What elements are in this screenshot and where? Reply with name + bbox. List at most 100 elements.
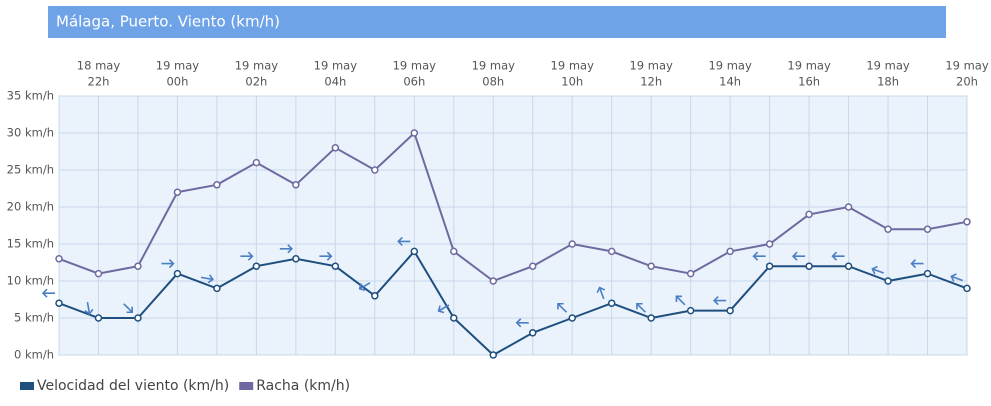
data-point <box>765 262 774 270</box>
wind-arrow <box>557 302 568 313</box>
x-tick-label: 08h <box>482 75 504 89</box>
x-tick-label: 19 may <box>787 59 831 73</box>
data-point <box>410 129 419 137</box>
data-point <box>94 314 103 322</box>
wind-arrow-shape <box>200 274 214 284</box>
x-tick-label: 22h <box>88 75 110 89</box>
wind-arrow <box>752 251 766 261</box>
wind-arrow <box>319 251 333 261</box>
x-tick-label: 14h <box>719 75 741 89</box>
data-point <box>528 262 537 270</box>
wind-arrow <box>240 251 254 261</box>
wind-arrow <box>358 282 371 292</box>
data-point <box>528 329 537 337</box>
x-tick-label: 06h <box>403 75 425 89</box>
y-tick-label: 5 km/h <box>14 311 54 325</box>
legend-swatch <box>20 382 34 390</box>
x-tick-label: 02h <box>245 75 267 89</box>
x-tick-label: 10h <box>561 75 583 89</box>
data-point <box>450 314 458 322</box>
data-point <box>607 247 616 256</box>
data-point <box>371 166 379 174</box>
x-tick-label: 18h <box>877 75 899 89</box>
legend-label: Velocidad del viento (km/h) <box>37 378 229 394</box>
x-tick-label: 19 may <box>629 59 673 73</box>
wind-arrow-shape <box>41 288 55 298</box>
data-point <box>450 247 458 256</box>
x-tick-label: 12h <box>640 75 662 89</box>
wind-arrow-shape <box>557 302 568 313</box>
x-tick-label: 19 may <box>472 59 516 73</box>
wind-arrow-shape <box>240 251 254 261</box>
x-tick-label: 19 may <box>551 59 595 73</box>
data-point <box>726 247 734 256</box>
x-tick-label: 16h <box>798 75 820 89</box>
data-point <box>55 299 63 307</box>
y-tick-label: 10 km/h <box>7 274 54 288</box>
wind-arrow <box>675 295 686 306</box>
x-tick-label: 04h <box>324 75 346 89</box>
data-point <box>844 262 853 270</box>
y-tick-label: 0 km/h <box>14 348 54 362</box>
wind-arrow-shape <box>437 304 450 314</box>
wind-arrow <box>831 251 845 261</box>
wind-arrow-shape <box>84 301 94 316</box>
data-point <box>134 314 142 322</box>
data-point <box>805 262 813 270</box>
series-line <box>58 131 968 283</box>
title-bar <box>48 6 946 38</box>
data-point <box>647 314 655 322</box>
wind-arrow-shape <box>712 296 727 306</box>
wind-arrow-shape <box>950 273 963 282</box>
wind-arrow-shape <box>752 251 766 261</box>
wind-arrow <box>515 318 529 328</box>
wind-arrow-shape <box>791 251 806 261</box>
wind-arrow <box>712 296 727 306</box>
wind-arrow <box>123 303 133 314</box>
wind-arrow <box>950 273 963 282</box>
data-point <box>568 314 576 322</box>
y-tick-label: 35 km/h <box>7 89 54 103</box>
data-point <box>923 225 932 233</box>
chart-title: Málaga, Puerto. Viento (km/h) <box>56 13 280 31</box>
data-point <box>252 262 261 270</box>
legend-label: Racha (km/h) <box>256 378 350 394</box>
data-point <box>213 181 221 189</box>
wind-arrow <box>791 251 806 261</box>
wind-arrow-shape <box>358 282 371 292</box>
x-tick-label: 19 may <box>156 59 200 73</box>
wind-arrow <box>437 304 450 314</box>
wind-arrow-shape <box>123 303 133 314</box>
x-tick-label: 19 may <box>866 59 910 73</box>
data-point <box>173 269 182 278</box>
data-point <box>686 306 695 315</box>
y-tick-label: 15 km/h <box>7 237 54 251</box>
wind-arrow <box>636 302 646 313</box>
wind-arrow <box>84 301 94 316</box>
data-point <box>134 262 142 270</box>
wind-arrow-shape <box>636 302 646 313</box>
wind-arrow <box>596 286 606 300</box>
wind-arrow-shape <box>910 259 924 269</box>
data-point <box>765 240 774 248</box>
data-point <box>923 269 932 278</box>
x-tick-label: 19 may <box>945 59 989 73</box>
data-point <box>94 269 103 278</box>
wind-arrow-shape <box>319 251 333 261</box>
wind-arrow <box>397 236 411 246</box>
x-tick-label: 19 may <box>314 59 358 73</box>
data-point <box>331 144 340 152</box>
wind-arrow <box>161 259 175 269</box>
data-point <box>371 292 379 300</box>
x-tick-label: 18 may <box>77 59 121 73</box>
wind-arrow <box>41 288 55 298</box>
data-point <box>686 269 695 278</box>
data-point <box>331 262 340 270</box>
data-point <box>607 299 616 307</box>
data-point <box>252 158 261 167</box>
data-point <box>884 277 892 285</box>
data-point <box>173 188 182 196</box>
data-point <box>805 210 813 219</box>
